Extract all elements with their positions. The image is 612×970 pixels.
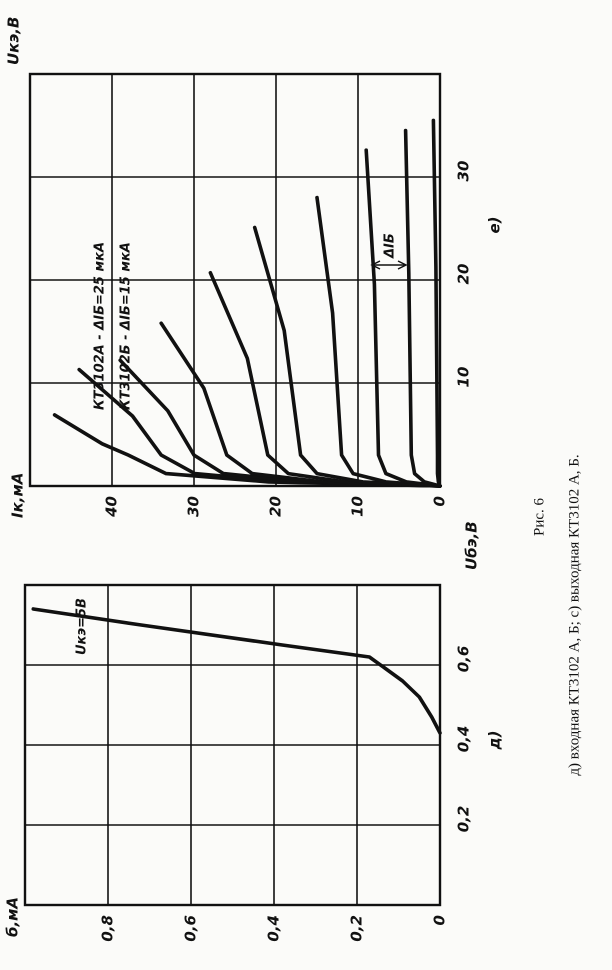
y-tick-label: 20 [267, 496, 285, 517]
x-axis-label: Uкэ,В [5, 17, 23, 65]
y-tick-label: 0,4 [265, 915, 283, 942]
chart-label: е) [486, 216, 504, 233]
curve [431, 118, 442, 488]
x-tick-label: 20 [455, 264, 473, 285]
y-tick-label: 0,6 [182, 915, 200, 942]
curve [31, 607, 442, 735]
y-axis-label: б,мА [4, 897, 22, 937]
annotation: КТ3102Б - ΔIБ=15 мкА [119, 242, 134, 410]
y-tick-label: 0,2 [348, 915, 366, 942]
curve [403, 128, 442, 488]
y-tick-label: 0,8 [99, 915, 117, 942]
curve [208, 270, 442, 488]
curve [315, 195, 442, 488]
y-axis-label: Iк,мА [9, 473, 27, 518]
y-tick-label: 30 [185, 496, 203, 517]
annotation: ΔIБ [383, 233, 398, 259]
y-tick-label: 40 [103, 496, 121, 518]
y-tick-label: 0 [431, 915, 449, 925]
x-axis-label: Uбэ,В [463, 521, 481, 570]
x-tick-label: 30 [455, 161, 473, 182]
x-tick-label: 10 [455, 367, 473, 388]
chart-label: д) [486, 731, 504, 751]
x-tick-label: 0,6 [455, 646, 473, 673]
curve [252, 225, 442, 488]
x-tick-label: 0,2 [455, 806, 473, 833]
rotated-figure: Рис. 6 д) входная КТ3102 А, Б; с) выходн… [4, 17, 583, 942]
annotation: КТ3102А - ΔIБ=25 мкА [93, 242, 108, 410]
figure-caption: д) входная КТ3102 А, Б; с) выходная КТ31… [566, 454, 582, 775]
figure-number: Рис. 6 [531, 497, 547, 536]
annotation: Uкэ=5В [75, 598, 90, 655]
y-tick-label: 10 [349, 496, 367, 517]
y-tick-label: 0 [431, 496, 449, 506]
x-tick-label: 0,4 [455, 726, 473, 753]
curve [364, 148, 442, 488]
